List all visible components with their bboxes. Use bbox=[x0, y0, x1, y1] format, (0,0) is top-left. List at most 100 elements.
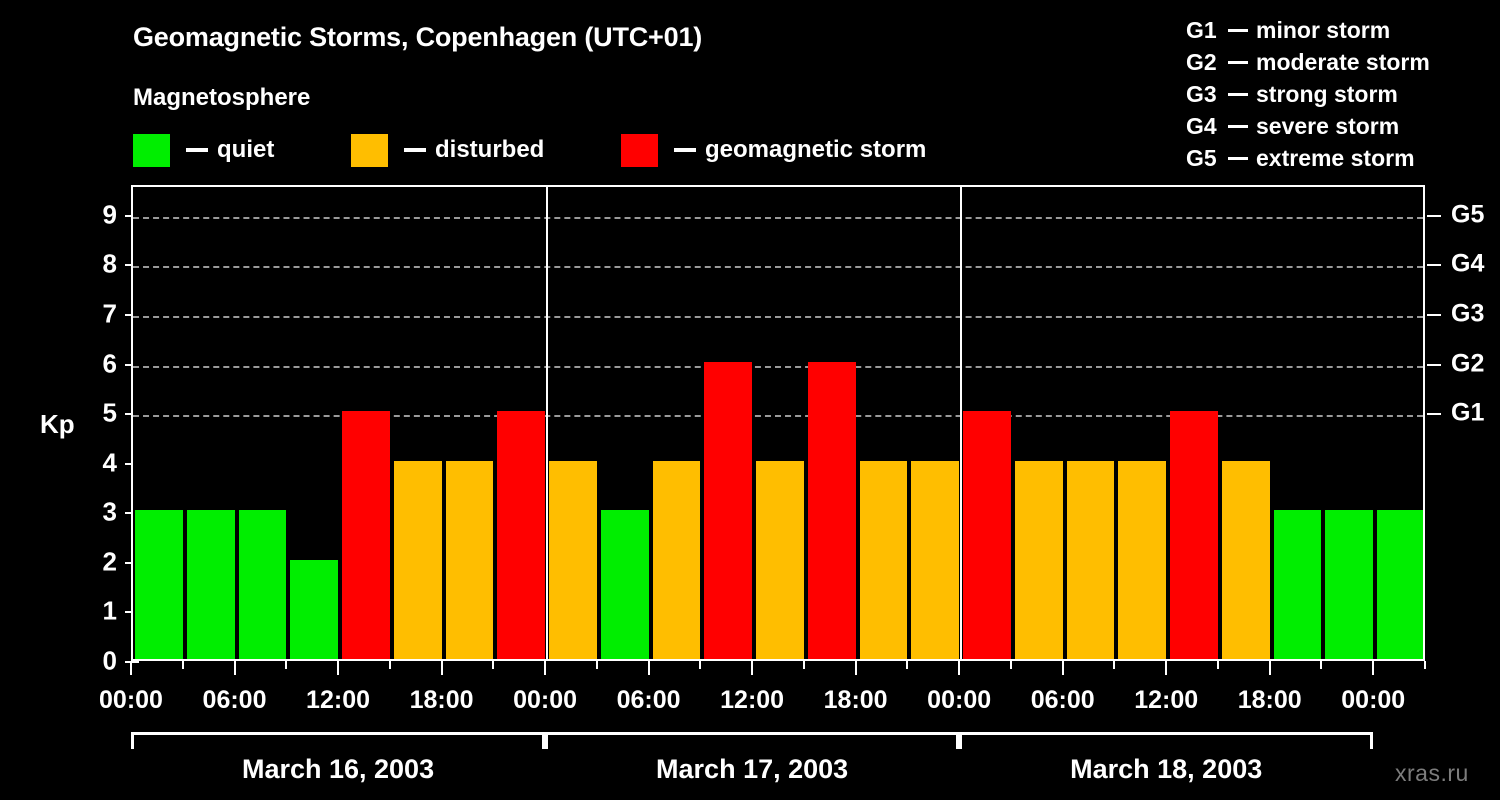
g-scale-desc: minor storm bbox=[1256, 16, 1391, 43]
x-tick-mark bbox=[802, 661, 805, 669]
kp-bar bbox=[445, 460, 494, 659]
kp-bar bbox=[1014, 460, 1063, 659]
x-tick-mark bbox=[1009, 661, 1012, 669]
g-scale-row: G4 severe storm bbox=[1186, 110, 1486, 142]
x-tick-label: 00:00 bbox=[1341, 686, 1406, 714]
g-scale-row: G3 strong storm bbox=[1186, 78, 1486, 110]
x-tick-mark bbox=[233, 661, 236, 675]
x-axis-labels: 00:00 06:00 12:00 18:00 00:00 06:00 12:00 18:00… bbox=[99, 686, 1425, 722]
g-tick-mark bbox=[1427, 413, 1441, 416]
x-tick-label: 18:00 bbox=[1237, 686, 1302, 714]
kp-bar bbox=[186, 510, 235, 659]
x-tick-mark bbox=[1061, 661, 1064, 675]
g-scale-row: G5 extreme storm bbox=[1186, 142, 1486, 174]
page-title: Geomagnetic Storms, Copenhagen (UTC+01) bbox=[133, 22, 703, 52]
x-tick-mark bbox=[1320, 661, 1323, 669]
x-tick-label: 06:00 bbox=[202, 686, 267, 714]
x-tick-label: 06:00 bbox=[616, 686, 681, 714]
bracket-cap-left bbox=[131, 732, 134, 749]
legend-dash-icon bbox=[674, 148, 696, 152]
plot-inner bbox=[133, 187, 1423, 659]
kp-bar bbox=[238, 510, 287, 659]
legend-entry: quiet bbox=[133, 130, 274, 170]
g-scale-axis: G1 G2 G3 G4 G5 bbox=[1427, 185, 1497, 661]
x-tick-mark bbox=[130, 661, 132, 675]
kp-bar bbox=[704, 361, 753, 659]
x-tick-label: 00:00 bbox=[927, 686, 992, 714]
y-axis-title: Kp bbox=[40, 409, 75, 439]
g-scale-code: G1 bbox=[1186, 16, 1217, 43]
bracket-line bbox=[545, 732, 960, 735]
kp-bar bbox=[807, 361, 856, 659]
kp-bar bbox=[549, 460, 597, 659]
y-tick-label: 5 bbox=[102, 397, 117, 428]
kp-bar bbox=[1118, 460, 1167, 659]
x-tick-mark bbox=[595, 661, 598, 669]
g-tick-label: G3 bbox=[1451, 299, 1485, 328]
bracket-cap-right bbox=[542, 732, 546, 749]
y-tick-label: 6 bbox=[102, 348, 117, 378]
day-separator bbox=[960, 187, 963, 659]
g-tick-label: G2 bbox=[1451, 349, 1485, 377]
gridline bbox=[133, 415, 1423, 418]
legend-label: quiet bbox=[217, 136, 275, 163]
x-tick-mark bbox=[699, 661, 702, 669]
x-tick-label: 00:00 bbox=[99, 686, 163, 714]
x-tick-mark bbox=[1424, 661, 1426, 669]
x-tick-mark bbox=[1372, 661, 1375, 675]
g-scale-code: G5 bbox=[1186, 144, 1217, 171]
em-dash-icon bbox=[1228, 92, 1248, 96]
y-tick-label: 1 bbox=[102, 595, 117, 626]
kp-bar bbox=[963, 411, 1011, 659]
bracket-cap-left bbox=[959, 732, 963, 749]
kp-bar bbox=[1221, 460, 1270, 659]
storm-swatch bbox=[621, 133, 658, 167]
kp-bar bbox=[1170, 411, 1218, 659]
x-tick-mark bbox=[492, 661, 495, 669]
x-tick-mark bbox=[388, 661, 391, 669]
legend-entry: geomagnetic storm bbox=[621, 130, 926, 170]
bracket-line bbox=[959, 732, 1374, 735]
g-scale-code: G2 bbox=[1186, 48, 1217, 75]
g-scale-desc: moderate storm bbox=[1256, 48, 1430, 75]
y-tick-label: 4 bbox=[102, 447, 117, 478]
gridline bbox=[133, 216, 1423, 219]
x-tick-label: 18:00 bbox=[823, 686, 888, 714]
x-tick-label: 12:00 bbox=[720, 686, 785, 714]
x-axis-ticks bbox=[130, 661, 1426, 675]
bracket-cap-right bbox=[956, 732, 960, 749]
x-tick-mark bbox=[1165, 661, 1168, 675]
legend-dash-icon bbox=[186, 148, 208, 152]
g-scale-desc: strong storm bbox=[1256, 80, 1398, 107]
quiet-swatch bbox=[133, 133, 170, 167]
legend-entry: disturbed bbox=[351, 130, 544, 170]
g-tick-label: G5 bbox=[1451, 200, 1485, 229]
x-tick-mark bbox=[751, 661, 754, 675]
watermark: xras.ru bbox=[1395, 760, 1469, 786]
x-tick-label: 00:00 bbox=[513, 686, 578, 714]
bracket-cap-right bbox=[1370, 732, 1374, 749]
y-tick-label: 0 bbox=[102, 645, 117, 676]
g-tick-mark bbox=[1427, 264, 1441, 267]
day-label: March 16, 2003 bbox=[241, 754, 435, 784]
gridline bbox=[133, 266, 1423, 269]
kp-bar bbox=[342, 411, 390, 659]
kp-bar bbox=[135, 510, 183, 659]
y-tick-label: 3 bbox=[102, 496, 117, 527]
x-tick-mark bbox=[181, 661, 184, 669]
x-tick-mark bbox=[1216, 661, 1219, 669]
y-tick-label: 2 bbox=[102, 546, 117, 577]
day-label: March 17, 2003 bbox=[656, 754, 849, 784]
kp-bar bbox=[290, 559, 339, 659]
kp-bar bbox=[1273, 510, 1322, 659]
em-dash-icon bbox=[1228, 28, 1248, 32]
y-tick-label: 9 bbox=[102, 199, 117, 230]
x-tick-mark bbox=[647, 661, 650, 675]
disturbed-swatch bbox=[351, 133, 388, 167]
x-tick-mark bbox=[1113, 661, 1116, 669]
em-dash-icon bbox=[1228, 156, 1248, 160]
x-tick-mark bbox=[337, 661, 340, 675]
legend-label: geomagnetic storm bbox=[705, 136, 927, 163]
g-tick-label: G4 bbox=[1451, 249, 1485, 278]
day-label: March 18, 2003 bbox=[1070, 754, 1263, 784]
